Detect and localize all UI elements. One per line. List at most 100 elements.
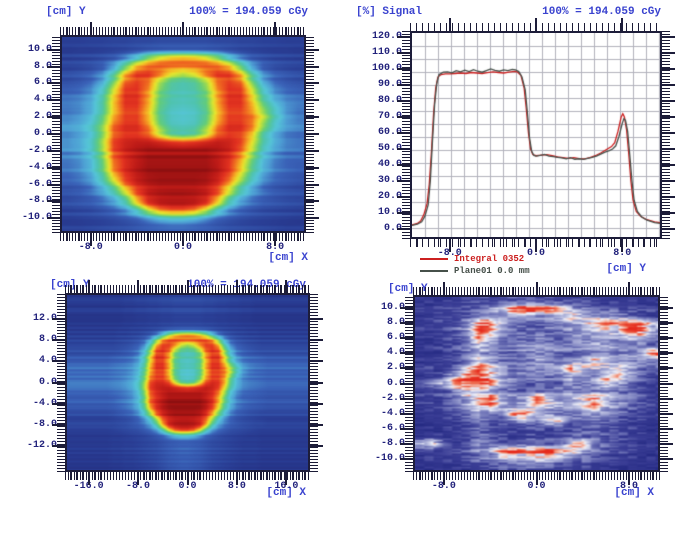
y-major-tick-right <box>306 65 319 68</box>
y-tick-label: 60.0 <box>377 127 402 138</box>
profile-x-axis-unit: [cm] Y <box>606 263 646 275</box>
dose-map-xy-axis-unit-label: [cm] Y <box>46 6 86 18</box>
x-medium-tick <box>168 285 170 293</box>
x-medium-tick <box>593 287 595 295</box>
x-medium-tick <box>162 285 164 293</box>
legend-line-sample-dark <box>420 270 448 272</box>
y-tick-label: 0.0 <box>386 377 405 389</box>
y-major-tick-left <box>397 212 410 214</box>
x-medium-tick <box>230 285 232 293</box>
x-medium-tick <box>248 472 250 480</box>
dose-map-xy-canvas[interactable] <box>62 37 304 231</box>
x-medium-tick <box>261 472 263 480</box>
x-medium-tick <box>524 287 526 295</box>
y-major-tick-right <box>660 307 673 310</box>
x-medium-tick <box>88 472 90 480</box>
x-medium-tick <box>174 285 176 293</box>
y-major-tick-right <box>662 52 675 54</box>
x-medium-tick <box>292 285 294 293</box>
y-major-tick-left <box>397 100 410 102</box>
x-medium-tick <box>137 285 139 293</box>
y-major-tick-left <box>397 36 410 38</box>
x-medium-tick <box>156 472 158 480</box>
y-major-tick-right <box>662 148 675 150</box>
y-major-tick-right <box>310 423 323 426</box>
x-medium-tick <box>106 285 108 293</box>
y-tick-label: 70.0 <box>377 111 402 122</box>
y-major-tick-left <box>397 84 410 86</box>
y-tick-label: -2.0 <box>380 392 405 404</box>
dose-map-2-canvas[interactable] <box>67 295 308 470</box>
y-major-tick-right <box>662 36 675 38</box>
y-tick-label: 4.0 <box>33 94 52 106</box>
x-medium-tick <box>416 239 418 247</box>
y-tick-label: -4.0 <box>27 161 52 173</box>
x-tick-label: 8.0 <box>266 242 285 253</box>
x-medium-tick <box>67 27 69 35</box>
x-medium-tick <box>125 472 127 480</box>
y-major-tick-right <box>310 445 323 448</box>
x-medium-tick <box>236 285 238 293</box>
y-major-tick-left <box>400 457 413 460</box>
x-medium-tick <box>304 285 306 293</box>
y-major-tick-left <box>400 442 413 445</box>
x-medium-tick <box>147 233 149 241</box>
x-medium-tick <box>420 472 422 480</box>
x-medium-tick <box>224 285 226 293</box>
y-tick-label: 4.0 <box>386 347 405 359</box>
profile-chart-canvas[interactable] <box>412 33 660 237</box>
tick-comb-right <box>662 31 670 239</box>
difference-map-axis-unit-label: [cm] Y <box>388 283 428 295</box>
x-medium-tick <box>149 472 151 480</box>
y-major-tick-right <box>306 200 319 203</box>
x-medium-tick <box>94 472 96 480</box>
x-medium-tick <box>137 472 139 480</box>
y-major-tick-right <box>660 427 673 430</box>
x-medium-tick <box>224 472 226 480</box>
y-tick-label: 8.0 <box>33 60 52 72</box>
x-medium-tick <box>147 27 149 35</box>
x-medium-tick <box>559 472 561 480</box>
x-medium-tick <box>240 233 242 241</box>
y-major-tick-left <box>397 68 410 70</box>
dose-map-xy-plot[interactable] <box>52 27 314 241</box>
legend-label: Integral 0352 <box>454 254 525 264</box>
x-medium-tick <box>149 285 151 293</box>
x-tick-label: 16.0 <box>274 481 299 492</box>
x-medium-tick <box>170 233 172 241</box>
x-medium-tick <box>156 285 158 293</box>
y-major-tick-right <box>660 457 673 460</box>
difference-map-plot[interactable] <box>405 287 668 480</box>
difference-map-canvas[interactable] <box>415 297 658 470</box>
y-tick-label: 6.0 <box>386 332 405 344</box>
x-medium-tick <box>643 239 645 247</box>
y-major-tick-left <box>400 412 413 415</box>
x-medium-tick <box>489 287 491 295</box>
y-major-tick-right <box>660 322 673 325</box>
x-medium-tick <box>567 239 569 247</box>
x-tick-label: -8.0 <box>437 248 462 259</box>
x-medium-tick <box>478 287 480 295</box>
x-medium-tick <box>621 239 623 247</box>
x-medium-tick <box>438 239 440 247</box>
x-medium-tick <box>193 472 195 480</box>
x-medium-tick <box>81 285 83 293</box>
x-medium-tick <box>199 472 201 480</box>
profile-signal-axis-label: [%] Signal <box>356 6 423 18</box>
y-major-tick-left <box>400 367 413 370</box>
y-major-tick-left <box>397 196 410 198</box>
y-major-tick-left <box>47 217 60 220</box>
x-medium-tick <box>119 472 121 480</box>
dose-map-2-plot[interactable] <box>57 285 318 480</box>
x-medium-tick <box>274 233 276 241</box>
profile-chart-plot[interactable] <box>402 23 670 247</box>
x-medium-tick <box>654 239 656 247</box>
y-major-tick-right <box>306 48 319 51</box>
y-tick-label: 50.0 <box>377 143 402 154</box>
x-medium-tick <box>205 27 207 35</box>
y-tick-label: 110.0 <box>371 47 402 58</box>
x-medium-tick <box>194 233 196 241</box>
y-major-tick-left <box>397 164 410 166</box>
y-tick-label: -10.0 <box>374 452 405 464</box>
x-medium-tick <box>112 285 114 293</box>
